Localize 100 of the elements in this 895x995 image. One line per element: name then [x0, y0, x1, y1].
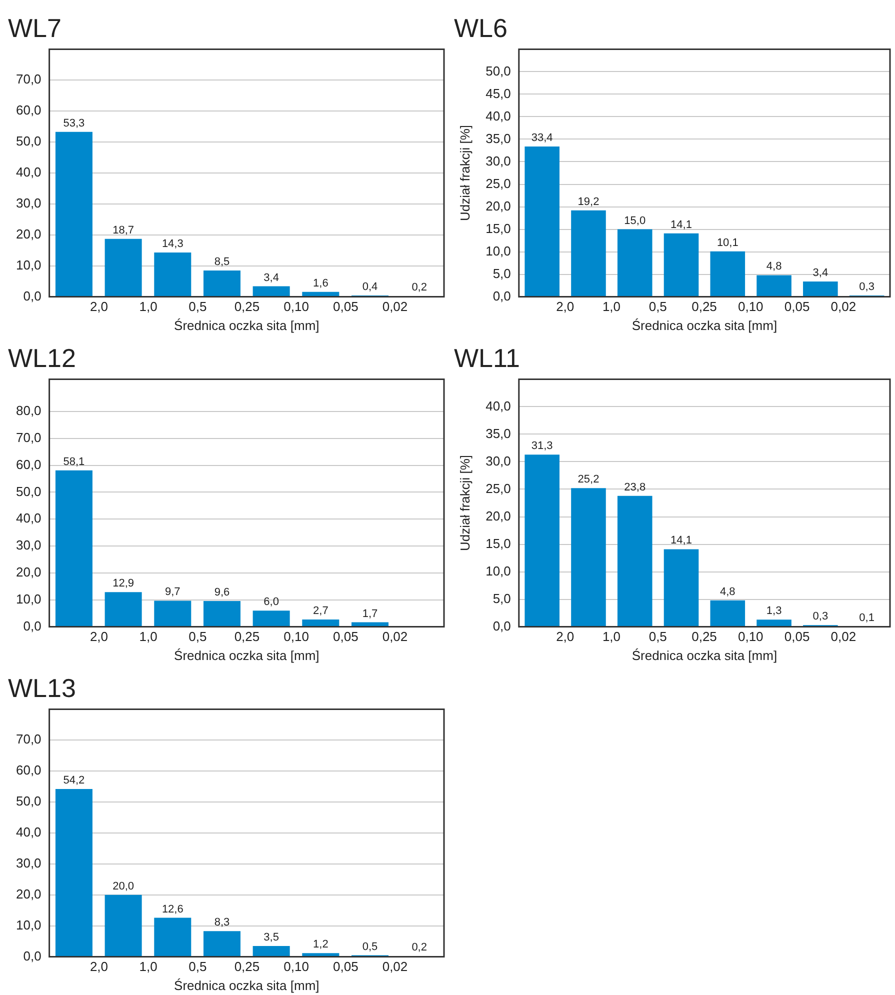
y-tick-label: 40,0	[16, 164, 42, 180]
data-label: 6,0	[264, 596, 279, 608]
x-tick-label: 0,10	[284, 299, 309, 314]
data-label: 1,2	[313, 938, 328, 951]
data-label: 12,6	[162, 903, 184, 916]
y-tick-label: 5,0	[492, 590, 511, 606]
x-tick-label: 0,5	[188, 629, 207, 644]
data-label: 4,8	[720, 586, 736, 598]
data-label: 20,0	[112, 880, 134, 892]
data-label: 1,7	[362, 608, 378, 620]
data-label: 4,8	[766, 260, 782, 273]
chart-title: WL11	[454, 342, 520, 373]
data-label: 8,3	[214, 916, 230, 929]
data-label: 1,3	[766, 605, 782, 618]
data-label: 25,2	[578, 474, 600, 486]
data-label: 0,3	[859, 280, 874, 293]
data-label: 19,2	[578, 196, 600, 208]
x-tick-label: 0,05	[333, 629, 358, 644]
data-label: 2,7	[313, 605, 328, 618]
y-tick-label: 20,0	[16, 226, 42, 242]
x-tick-label: 1,0	[602, 629, 621, 644]
x-tick-label: 0,25	[234, 299, 260, 314]
y-tick-label: 35,0	[486, 130, 511, 146]
y-tick-label: 40,0	[16, 824, 42, 840]
x-tick-label: 0,5	[188, 959, 207, 974]
y-tick-label: 70,0	[16, 72, 42, 87]
data-label: 0,2	[412, 282, 427, 294]
y-tick-label: 40,0	[486, 108, 511, 124]
y-tick-label: 0,0	[492, 618, 511, 634]
x-tick-label: 0,02	[830, 299, 856, 314]
data-label: 8,5	[214, 256, 230, 268]
y-axis-title: Udział frakcji [%]	[457, 124, 472, 222]
data-label: 9,6	[214, 586, 230, 598]
y-tick-label: 10,0	[486, 563, 511, 578]
y-tick-label: 0,0	[23, 948, 42, 964]
x-tick-label: 0,02	[382, 959, 408, 974]
y-tick-label: 0,0	[23, 288, 42, 304]
x-tick-label: 0,10	[284, 959, 309, 974]
y-tick-label: 70,0	[16, 430, 42, 445]
data-label: 0,3	[812, 610, 828, 623]
x-tick-label: 0,02	[382, 299, 408, 314]
y-tick-label: 30,0	[486, 153, 511, 168]
x-tick-label: 0,25	[234, 959, 260, 974]
data-label: 23,8	[624, 481, 646, 494]
y-tick-label: 80,0	[16, 403, 42, 418]
y-tick-label: 15,0	[486, 536, 511, 551]
data-label: 3,4	[264, 272, 279, 284]
y-tick-label: 60,0	[16, 762, 42, 778]
data-label: 31,3	[531, 440, 553, 452]
y-tick-label: 45,0	[486, 86, 511, 101]
y-tick-label: 60,0	[16, 456, 42, 472]
x-tick-label: 0,05	[784, 629, 810, 644]
x-axis-title: Średnica oczka sita [mm]	[632, 318, 778, 333]
x-tick-label: 0,10	[738, 299, 764, 314]
x-axis-title: Średnica oczka sita [mm]	[174, 318, 320, 333]
chart-title: WL12	[8, 342, 76, 373]
data-label: 53,3	[63, 117, 85, 130]
y-tick-label: 40,0	[16, 510, 42, 526]
y-tick-label: 30,0	[16, 856, 42, 871]
x-tick-label: 2,0	[556, 299, 574, 314]
x-tick-label: 0,05	[333, 299, 358, 314]
y-tick-label: 10,0	[16, 257, 42, 272]
data-label: 15,0	[624, 214, 646, 227]
y-tick-label: 30,0	[486, 453, 511, 468]
y-tick-label: 20,0	[486, 198, 511, 214]
data-label: 12,9	[112, 578, 134, 590]
x-tick-label: 0,10	[284, 629, 309, 644]
x-tick-label: 2,0	[90, 629, 108, 644]
y-tick-label: 0,0	[23, 618, 42, 634]
y-tick-label: 20,0	[486, 508, 511, 524]
x-tick-label: 1,0	[139, 629, 158, 644]
x-tick-label: 0,5	[188, 299, 207, 314]
x-tick-label: 2,0	[90, 299, 108, 314]
y-tick-label: 30,0	[16, 538, 42, 553]
x-tick-label: 0,02	[830, 629, 856, 644]
data-label: 58,1	[63, 456, 85, 468]
y-tick-label: 25,0	[486, 176, 511, 191]
data-label: 14,1	[670, 534, 692, 547]
x-tick-label: 2,0	[90, 959, 108, 974]
x-tick-label: 0,05	[333, 959, 358, 974]
x-tick-label: 0,25	[234, 629, 260, 644]
y-tick-label: 35,0	[486, 426, 511, 441]
data-label: 1,6	[313, 277, 328, 290]
x-tick-label: 1,0	[602, 299, 621, 314]
y-tick-label: 25,0	[486, 480, 511, 496]
y-axis-title: Udział frakcji [%]	[457, 454, 472, 552]
x-tick-label: 0,10	[738, 629, 764, 644]
y-tick-label: 0,0	[492, 288, 511, 304]
data-label: 54,2	[63, 774, 85, 787]
data-label: 9,7	[164, 586, 180, 598]
x-tick-label: 0,25	[692, 299, 717, 314]
x-axis-title: Średnica oczka sita [mm]	[174, 978, 320, 993]
x-tick-label: 2,0	[556, 629, 574, 644]
x-tick-label: 0,5	[648, 629, 667, 644]
y-tick-label: 10,0	[486, 243, 511, 258]
y-tick-label: 40,0	[486, 398, 511, 414]
x-tick-label: 0,02	[382, 629, 408, 644]
x-tick-label: 0,25	[692, 629, 717, 644]
y-tick-label: 30,0	[16, 196, 42, 211]
y-tick-label: 20,0	[16, 886, 42, 902]
